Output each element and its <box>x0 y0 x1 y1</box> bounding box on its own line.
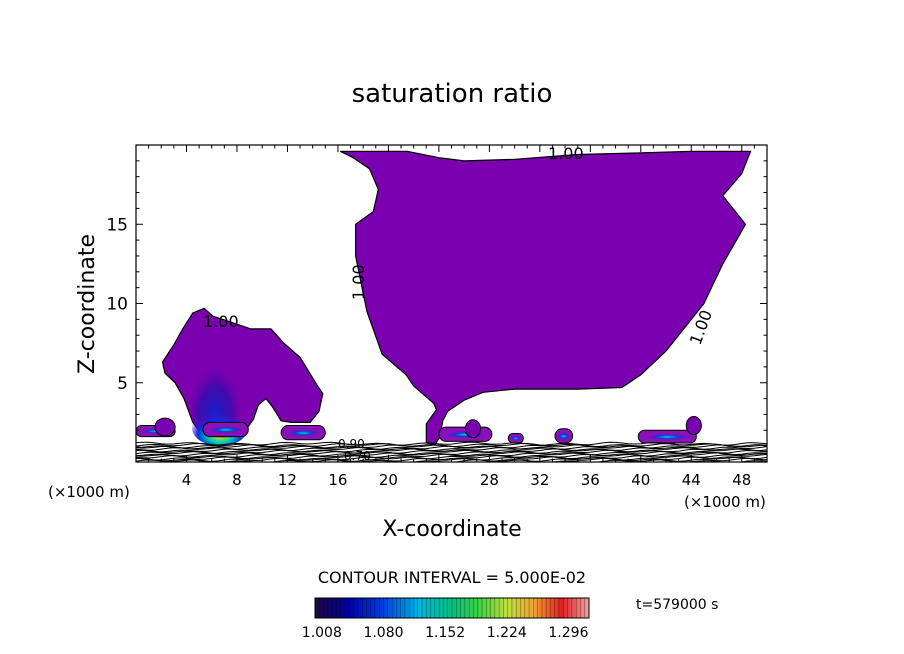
y-axis-title: Z-coordinate <box>75 234 100 374</box>
surface-layer-core <box>510 436 522 441</box>
contour-label-top: 1.00 <box>548 144 584 163</box>
plot-area <box>136 150 767 462</box>
contour-interval: CONTOUR INTERVAL = 5.000E-02 <box>318 568 586 587</box>
contour-label-low-1: 0.90 <box>338 437 365 451</box>
surface-bump <box>464 419 482 439</box>
surface-layer-core <box>646 434 688 440</box>
surface-layer-core <box>287 429 319 437</box>
colorbar-label-2: 1.152 <box>425 625 465 641</box>
chart-title: saturation ratio <box>352 79 553 109</box>
surface-contour-line <box>136 442 767 448</box>
time-label: t=579000 s <box>636 597 718 613</box>
surface-contour-lines <box>136 441 767 462</box>
x-unit-left: (×1000 m) <box>48 483 130 501</box>
colorbar-label-1: 1.080 <box>363 625 403 641</box>
colorbar-stripes <box>319 598 585 618</box>
x-axis-title: X-coordinate <box>382 517 521 542</box>
x-tick-label-4: 4 <box>182 471 192 489</box>
x-unit-right: (×1000 m) <box>684 493 766 511</box>
x-tick-label-44: 44 <box>682 471 701 489</box>
y-tick-label-15: 15 <box>106 215 128 235</box>
colorbar-label-4: 1.296 <box>548 625 588 641</box>
upper-cloud-region <box>340 150 752 446</box>
x-tick-label-20: 20 <box>379 471 398 489</box>
contour-label-left-cloud: 1.00 <box>203 312 239 331</box>
x-tick-label-40: 40 <box>631 471 650 489</box>
near-surface-layers <box>136 416 702 444</box>
colorbar-label-0: 1.008 <box>302 625 342 641</box>
y-tick-label-10: 10 <box>106 295 128 315</box>
y-tick-label-5: 5 <box>117 374 128 394</box>
x-tick-label-8: 8 <box>232 471 242 489</box>
x-tick-label-24: 24 <box>429 471 448 489</box>
surface-layer-core <box>209 426 242 434</box>
x-tick-label-28: 28 <box>480 471 499 489</box>
contour-label-upper-left: 1.00 <box>349 264 368 300</box>
x-axis: 4 8 12 16 20 24 28 32 36 40 44 48 <box>148 145 755 489</box>
surface-bump <box>154 417 176 437</box>
x-tick-label-12: 12 <box>278 471 297 489</box>
surface-contour-line <box>136 441 767 446</box>
colorbar-labels: 1.008 1.080 1.152 1.224 1.296 <box>302 625 589 641</box>
x-tick-label-48: 48 <box>732 471 751 489</box>
colorbar-label-3: 1.224 <box>487 625 527 641</box>
y-axis: 5 10 15 <box>106 160 767 447</box>
surface-contour-line <box>136 447 767 452</box>
surface-layer-core <box>557 432 571 440</box>
contour-label-low-2: 0.70 <box>344 449 371 463</box>
x-tick-label-16: 16 <box>328 471 347 489</box>
surface-contour-line <box>136 452 767 457</box>
x-tick-label-32: 32 <box>530 471 549 489</box>
x-tick-label-36: 36 <box>581 471 600 489</box>
surface-contour-line <box>136 455 767 460</box>
surface-bump <box>685 416 702 436</box>
